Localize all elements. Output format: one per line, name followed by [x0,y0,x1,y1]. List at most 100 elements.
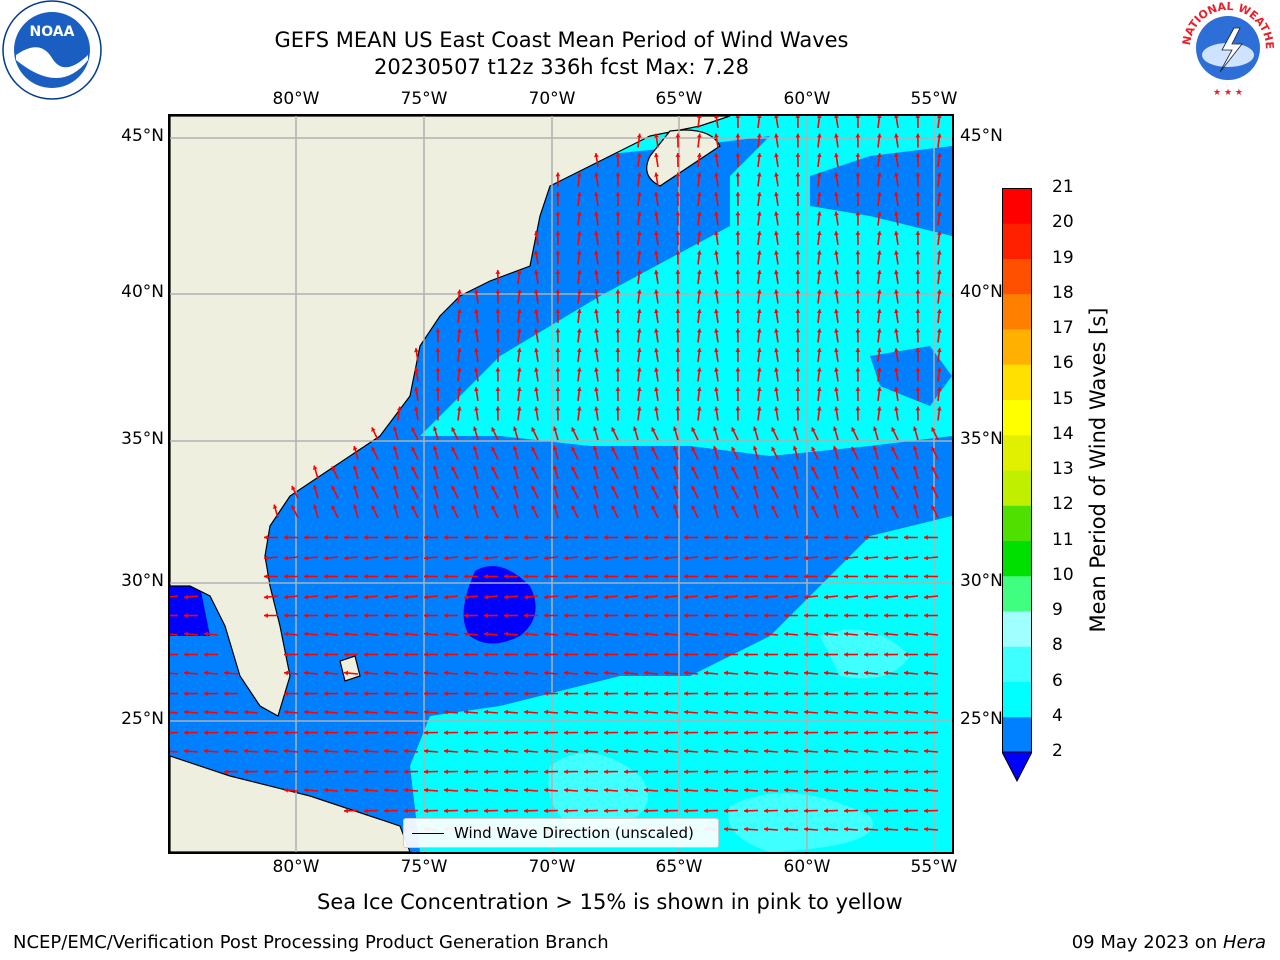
wave-direction-arrow [675,250,681,265]
wave-direction-arrow [894,328,899,343]
wave-direction-arrow [891,446,899,460]
wave-direction-arrow [816,270,822,285]
wave-direction-arrow [594,309,599,324]
wave-direction-arrow [443,535,459,540]
wave-direction-arrow [774,153,779,168]
wave-direction-arrow [183,594,199,600]
wave-direction-arrow [795,116,801,129]
wave-direction-arrow [543,670,559,676]
wave-direction-arrow [343,613,359,618]
wave-direction-arrow [683,594,699,600]
wave-direction-arrow [583,769,599,775]
wave-direction-arrow [283,594,299,600]
wave-direction-arrow [756,270,762,285]
wave-direction-arrow [203,652,219,657]
wave-direction-arrow [855,406,861,421]
wave-direction-arrow [723,748,739,754]
wave-direction-arrow [855,347,861,363]
wave-direction-arrow [463,709,479,715]
wave-direction-arrow [170,614,179,617]
wave-direction-arrow [474,387,479,402]
wave-direction-arrow [832,504,839,519]
wave-direction-arrow [303,691,319,697]
wave-direction-arrow [383,769,399,775]
wave-direction-arrow [491,505,499,519]
wave-direction-arrow [663,730,679,736]
wave-direction-arrow [423,555,439,561]
wave-direction-arrow [663,613,679,618]
wave-direction-arrow [743,748,759,754]
wave-direction-arrow [623,670,639,676]
wave-direction-arrow [863,787,879,793]
wave-direction-arrow [863,631,879,637]
wave-direction-arrow [403,808,419,814]
wave-direction-arrow [683,670,699,676]
wave-direction-arrow [203,691,219,697]
wave-direction-arrow [555,191,561,207]
wave-direction-arrow [583,730,599,736]
wave-direction-arrow [555,328,561,343]
wave-direction-arrow [371,446,379,460]
wave-direction-arrow [803,652,819,657]
wave-direction-arrow [552,426,559,441]
wave-direction-arrow [623,691,639,697]
wave-direction-arrow [843,730,859,736]
colorbar-tick-label: 15 [1052,388,1074,409]
wave-direction-arrow [795,289,801,304]
wave-direction-arrow [894,192,899,207]
wave-direction-arrow [894,153,899,168]
wave-direction-arrow [563,808,579,814]
wave-direction-arrow [843,826,859,832]
wave-direction-arrow [303,594,319,600]
wave-direction-arrow [735,116,741,129]
wave-direction-arrow [611,466,619,480]
wave-direction-arrow [756,211,762,226]
wave-direction-arrow [495,328,501,343]
wave-direction-arrow [443,691,459,697]
wave-direction-arrow [563,535,579,540]
wave-direction-arrow [783,652,799,657]
wave-direction-arrow [555,250,561,265]
wave-direction-arrow [383,691,399,697]
wave-direction-arrow [876,172,882,187]
wave-direction-arrow [735,172,741,187]
lon-label-bottom-75w: 75°W [400,857,448,877]
wave-direction-arrow [203,709,219,715]
wave-direction-arrow [534,406,539,421]
wave-direction-arrow [803,613,819,618]
wave-direction-arrow [663,535,679,540]
wave-direction-arrow [696,153,702,168]
colorbar-segment [1002,434,1032,471]
wave-direction-arrow [531,427,539,441]
wave-direction-arrow [883,535,899,540]
wave-direction-arrow [651,446,659,460]
wave-direction-arrow [663,691,679,697]
wave-direction-arrow [774,172,779,187]
wave-direction-arrow [774,309,779,324]
wave-direction-arrow [523,691,539,697]
colorbar-tick-label: 21 [1052,177,1074,197]
colorbar-segment [1002,681,1032,718]
wave-direction-arrow [623,769,639,775]
wave-direction-arrow [843,769,859,775]
wave-direction-arrow [714,367,719,382]
colorbar-tick-label: 6 [1052,670,1063,691]
wave-direction-arrow [663,555,679,561]
wave-direction-arrow [774,367,779,382]
wave-direction-arrow [823,808,839,814]
wave-direction-arrow [563,594,579,600]
wave-direction-arrow [463,691,479,697]
wave-direction-arrow [931,466,939,480]
wave-direction-arrow [432,445,439,460]
wave-direction-arrow [512,465,519,480]
wave-direction-arrow [432,426,439,441]
wave-direction-arrow [576,211,582,226]
wave-direction-arrow [936,116,942,129]
wave-direction-arrow [891,466,899,480]
wave-direction-arrow [714,250,719,265]
wave-direction-arrow [263,594,279,600]
wave-direction-arrow [291,485,299,499]
footer-date-text: 09 May 2023 on [1071,932,1223,953]
wave-direction-arrow [675,133,681,148]
wave-direction-arrow [571,485,579,499]
